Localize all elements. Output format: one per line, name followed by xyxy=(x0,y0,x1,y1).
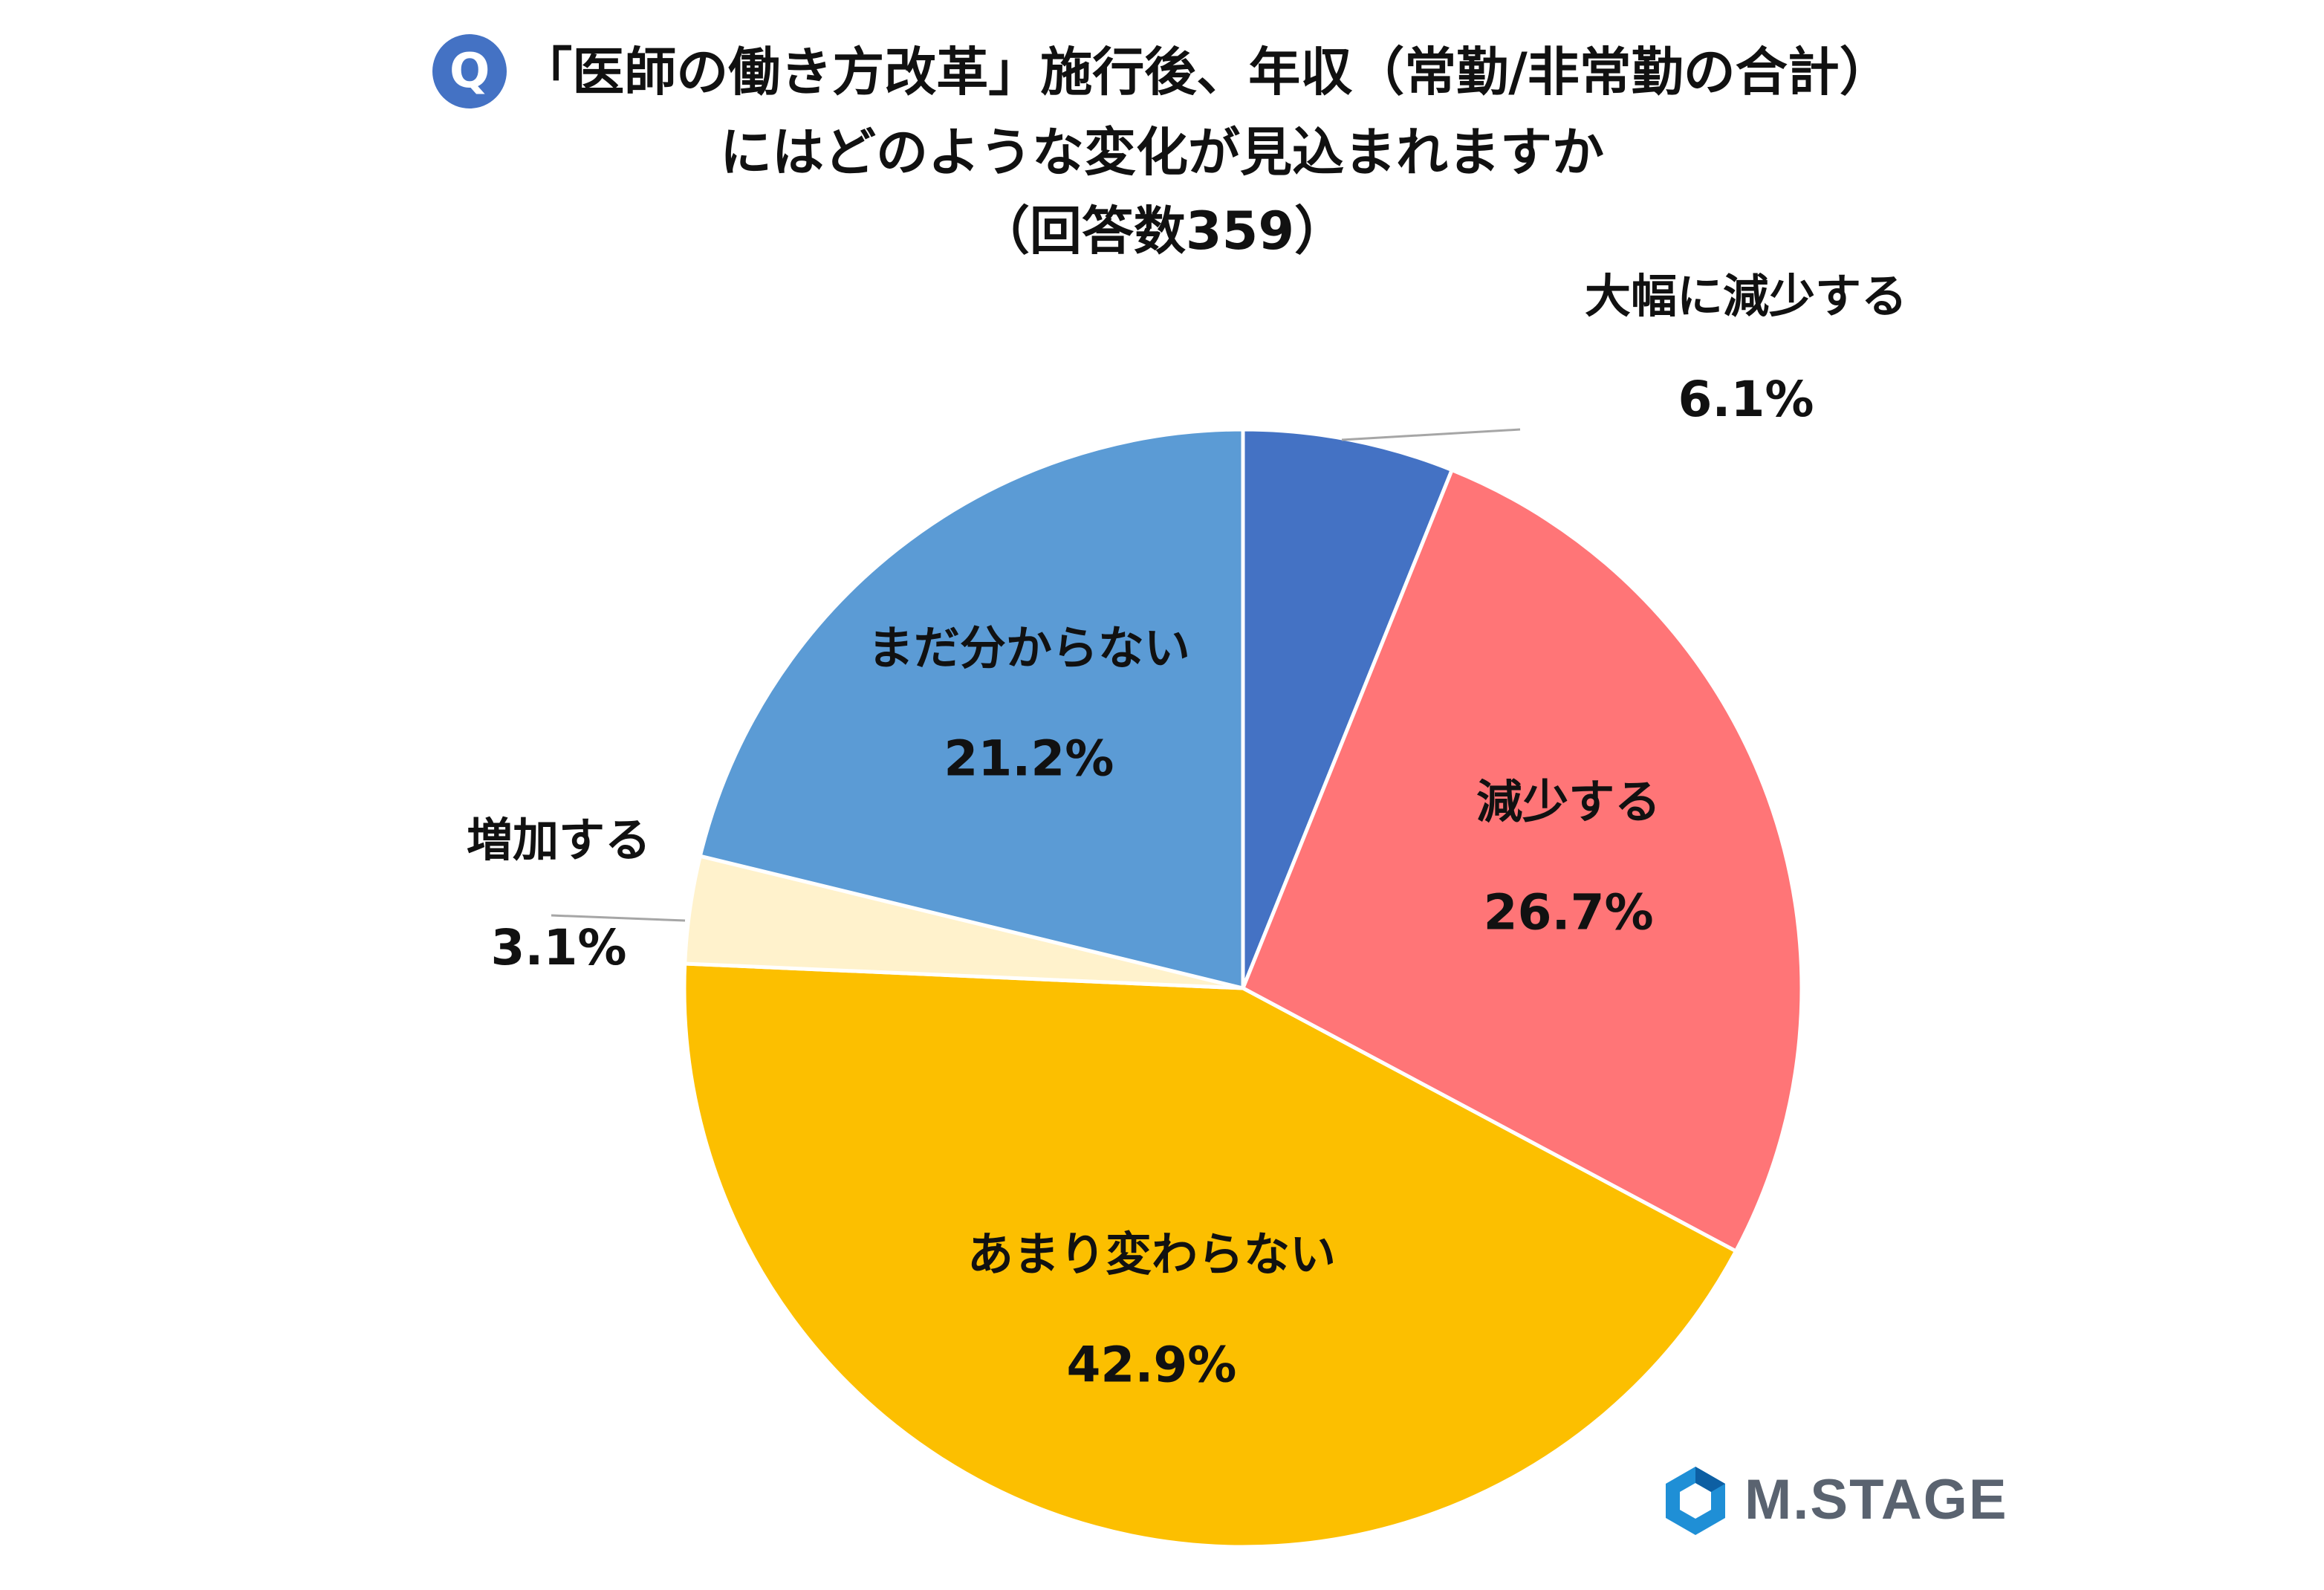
slice-4-value-label: 3.1% xyxy=(490,919,626,976)
title-text-1: 「医師の働き方改革」施行後、年収（常勤/非常勤の合計） xyxy=(520,42,1892,103)
slice-4-leader-line xyxy=(551,914,686,922)
slice-2-value-label: 26.7% xyxy=(1484,884,1654,941)
slice-3 xyxy=(682,961,1738,1549)
slice-2-label: 減少する xyxy=(1476,775,1661,829)
title-line-1: Q 「医師の働き方改革」施行後、年収（常勤/非常勤の合計） xyxy=(0,33,2324,113)
slice-3-label: あまり変わらない xyxy=(967,1227,1336,1282)
slice-5 xyxy=(698,427,1245,990)
leader-lines xyxy=(551,428,1521,922)
data-labels: 大幅に減少する 6.1% 減少する 26.7% あまり変わらない 42.9% 増加する 3.1… xyxy=(467,269,1907,1394)
slice-2 xyxy=(1241,468,1804,1253)
chart-title: Q 「医師の働き方改革」施行後、年収（常勤/非常勤の合計） にはどのような変化が見… xyxy=(0,33,2324,270)
slice-5-value-label: 21.2% xyxy=(944,730,1114,787)
slice-1-label: 大幅に減少する xyxy=(1585,269,1907,323)
mstage-logo-icon xyxy=(1666,1467,1725,1535)
slice-3-value-label: 42.9% xyxy=(1066,1337,1236,1394)
mstage-logo: M.STAGE xyxy=(1658,1464,2015,1538)
title-line-3: （回答数359） xyxy=(977,200,1347,262)
slice-5-label: まだ分からない xyxy=(868,620,1190,675)
slice-1-value-label: 6.1% xyxy=(1678,371,1814,428)
slice-1-leader-line xyxy=(1341,428,1521,441)
title-line-2: にはどのような変化が見込まれますか xyxy=(720,121,1604,183)
pie-slices xyxy=(682,427,1804,1549)
slice-4-label: 増加する xyxy=(467,813,651,867)
logo-text: M.STAGE xyxy=(1744,1468,2008,1531)
question-badge-icon: Q xyxy=(432,33,507,108)
